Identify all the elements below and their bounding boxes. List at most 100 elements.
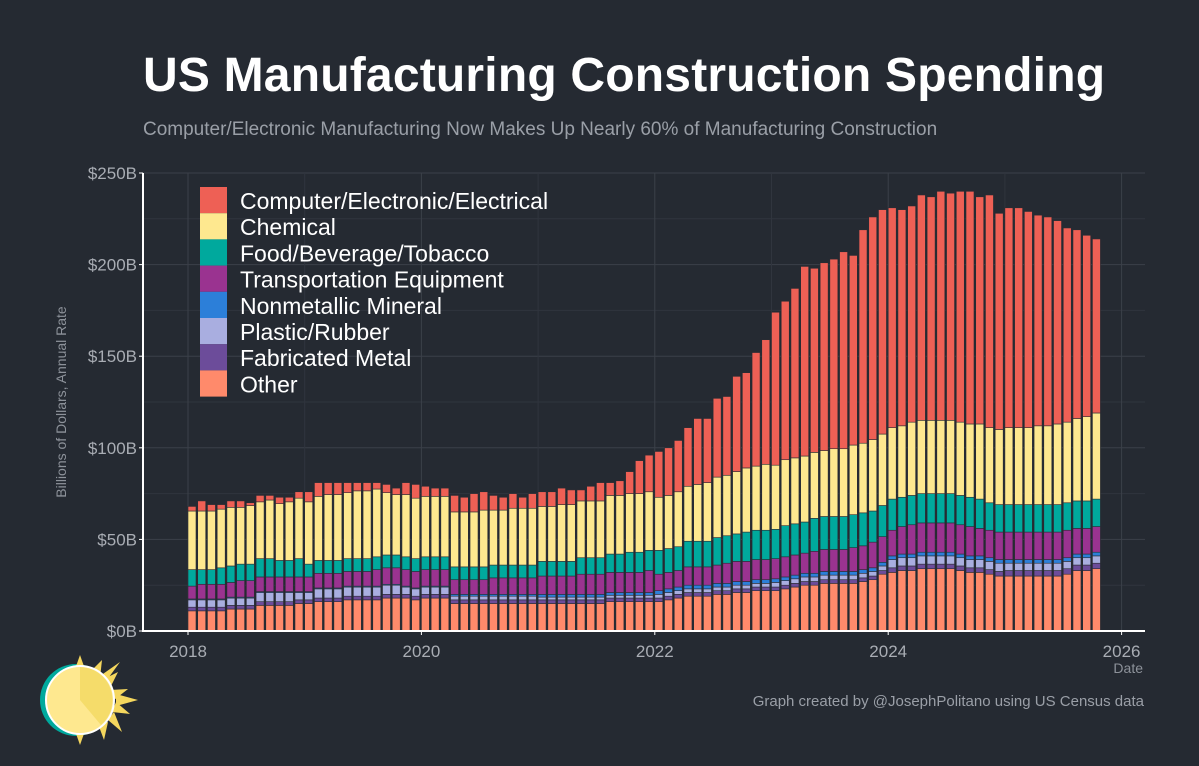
bar-segment-computer-electronic-electrical — [391, 487, 401, 495]
bar-segment-food-beverage-tobacco — [596, 557, 605, 575]
bar-stack — [761, 339, 771, 632]
bar-segment-chemical — [596, 500, 605, 559]
bar-segment-computer-electronic-electrical — [469, 493, 479, 513]
bar-segment-other — [644, 601, 654, 632]
bar-stack — [829, 258, 839, 632]
bar-segment-plastic-rubber — [1092, 555, 1101, 564]
bar-segment-transportation-equipment — [236, 580, 245, 598]
bar-stack — [479, 491, 489, 632]
bar-segment-chemical — [343, 492, 352, 559]
bar-segment-computer-electronic-electrical — [810, 267, 819, 453]
bar-segment-nonmetallic-mineral — [917, 551, 926, 557]
bar-segment-food-beverage-tobacco — [635, 551, 644, 573]
bar-segment-other — [508, 603, 518, 632]
bar-segment-food-beverage-tobacco — [576, 557, 586, 575]
bar-segment-transportation-equipment — [450, 579, 459, 595]
bar-segment-transportation-equipment — [576, 573, 586, 595]
bar-segment-computer-electronic-electrical — [382, 484, 391, 493]
bar-segment-transportation-equipment — [712, 564, 722, 584]
bar-segment-other — [323, 601, 333, 632]
bar-segment-chemical — [1024, 427, 1033, 505]
bar-segment-computer-electronic-electrical — [459, 496, 469, 513]
bar-segment-fabricated-metal — [673, 594, 683, 599]
bar-segment-food-beverage-tobacco — [625, 551, 634, 573]
bar-segment-plastic-rubber — [284, 592, 294, 602]
bar-segment-other — [246, 608, 255, 632]
bar-stack — [265, 495, 275, 632]
bar-segment-plastic-rubber — [693, 588, 703, 593]
bar-segment-food-beverage-tobacco — [965, 496, 975, 527]
bar-segment-fabricated-metal — [382, 594, 391, 599]
bar-segment-fabricated-metal — [489, 599, 498, 604]
bar-segment-fabricated-metal — [712, 590, 722, 595]
bar-segment-computer-electronic-electrical — [1053, 220, 1062, 425]
bar-segment-fabricated-metal — [751, 586, 761, 591]
bar-segment-nonmetallic-mineral — [761, 579, 771, 584]
bar-segment-fabricated-metal — [596, 599, 605, 604]
bar-segment-other — [926, 568, 936, 632]
bar-segment-other — [771, 590, 780, 632]
bar-segment-food-beverage-tobacco — [187, 569, 197, 587]
bar-segment-nonmetallic-mineral — [994, 559, 1004, 564]
bar-segment-plastic-rubber — [450, 595, 459, 601]
bar-segment-transportation-equipment — [489, 577, 498, 595]
bar-segment-transportation-equipment — [1053, 531, 1062, 560]
bar-segment-fabricated-metal — [343, 595, 352, 601]
bar-segment-other — [391, 597, 401, 632]
bar-segment-fabricated-metal — [839, 579, 848, 584]
y-axis-label: Billions of Dollars, Annual Rate — [53, 306, 69, 498]
bar-segment-food-beverage-tobacco — [955, 495, 965, 526]
bar-segment-other — [712, 594, 722, 632]
bar-segment-plastic-rubber — [323, 588, 333, 599]
bar-segment-transportation-equipment — [207, 583, 216, 600]
bar-segment-nonmetallic-mineral — [819, 571, 829, 576]
bar-stack — [469, 493, 479, 632]
bar-segment-fabricated-metal — [216, 606, 226, 612]
bar-segment-chemical — [479, 509, 489, 568]
legend-label-other: Other — [240, 371, 298, 397]
legend-swatch-food-beverage-tobacco — [200, 239, 227, 266]
chart-title: US Manufacturing Construction Spending — [143, 49, 1106, 102]
bar-stack — [284, 496, 294, 632]
bar-segment-chemical — [1062, 421, 1072, 504]
bar-segment-chemical — [518, 507, 527, 566]
bar-segment-computer-electronic-electrical — [323, 482, 333, 495]
bar-segment-computer-electronic-electrical — [1024, 211, 1033, 428]
bar-segment-other — [284, 605, 294, 632]
bar-stack — [1082, 234, 1091, 632]
bar-segment-other — [362, 599, 372, 632]
bar-stack — [780, 300, 790, 632]
bar-segment-plastic-rubber — [518, 595, 527, 601]
bar-segment-computer-electronic-electrical — [887, 207, 897, 428]
bar-segment-transportation-equipment — [605, 572, 615, 593]
bar-segment-food-beverage-tobacco — [732, 533, 741, 562]
bar-segment-plastic-rubber — [683, 588, 693, 593]
bar-segment-fabricated-metal — [207, 606, 216, 612]
bar-segment-food-beverage-tobacco — [917, 493, 926, 524]
bar-segment-computer-electronic-electrical — [216, 504, 226, 510]
bar-segment-plastic-rubber — [897, 557, 907, 567]
bar-segment-fabricated-metal — [936, 563, 946, 570]
bar-segment-chemical — [1072, 418, 1082, 502]
bar-segment-transportation-equipment — [625, 572, 634, 593]
bar-segment-food-beverage-tobacco — [440, 556, 450, 570]
bar-segment-fabricated-metal — [800, 581, 809, 586]
bar-segment-fabricated-metal — [226, 605, 236, 610]
bar-segment-other — [897, 570, 907, 632]
bar-segment-other — [790, 586, 800, 632]
bar-segment-computer-electronic-electrical — [411, 484, 420, 499]
bar-stack — [362, 482, 372, 632]
bar-segment-chemical — [732, 471, 741, 535]
bar-segment-food-beverage-tobacco — [761, 529, 771, 560]
bar-stack — [1004, 207, 1014, 632]
bar-segment-fabricated-metal — [683, 592, 693, 597]
bar-segment-other — [673, 597, 683, 632]
bar-segment-transportation-equipment — [537, 575, 547, 595]
bar-segment-plastic-rubber — [644, 594, 654, 599]
bar-segment-other — [1014, 575, 1023, 632]
bar-segment-computer-electronic-electrical — [333, 482, 343, 495]
bar-segment-fabricated-metal — [975, 567, 985, 573]
bar-segment-nonmetallic-mineral — [683, 584, 693, 590]
bar-segment-computer-electronic-electrical — [1072, 229, 1082, 419]
bar-segment-chemical — [362, 490, 372, 559]
